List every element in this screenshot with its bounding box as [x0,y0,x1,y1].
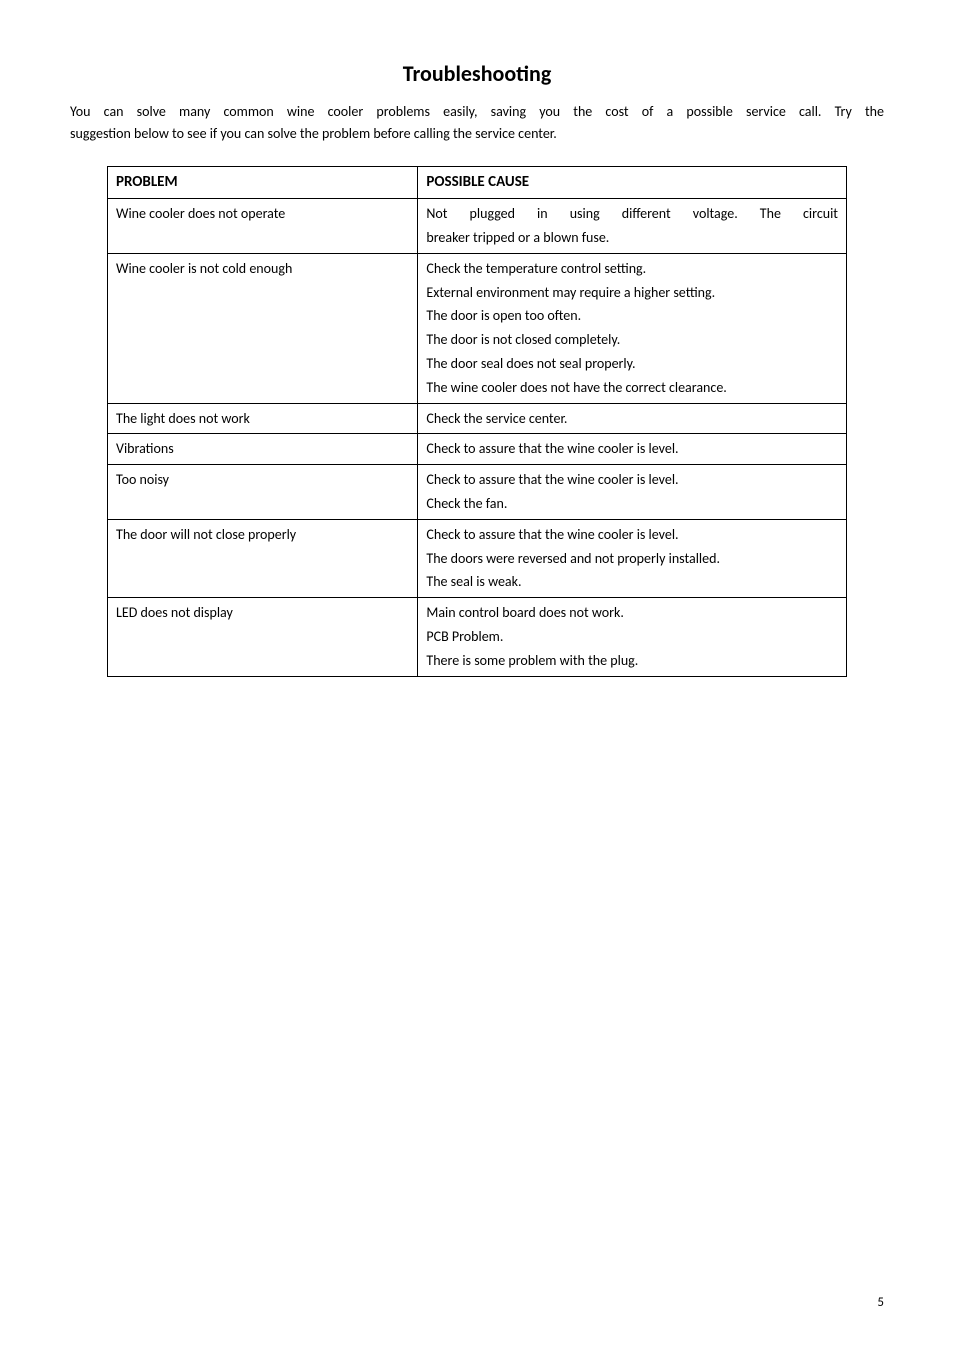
table-row: Wine cooler does not operate Not plugged … [108,199,847,254]
cause-line: Check the temperature control setting. [426,257,838,281]
cause-cell: Not plugged in using different voltage. … [418,199,847,254]
problem-cell: LED does not display [108,598,418,676]
table-header-row: PROBLEM POSSIBLE CAUSE [108,166,847,199]
cause-cell: Check to assure that the wine cooler is … [418,465,847,520]
page-number: 5 [877,1295,884,1310]
cause-line: There is some problem with the plug. [426,649,838,673]
cause-line: The doors were reversed and not properly… [426,547,838,571]
header-problem: PROBLEM [108,166,418,199]
table-row: The light does not work Check the service… [108,403,847,434]
cause-cell: Check to assure that the wine cooler is … [418,434,847,465]
table-body: Wine cooler does not operate Not plugged … [108,199,847,676]
cause-line: The door is open too often. [426,304,838,328]
page-title: Troubleshooting [70,60,884,87]
problem-cell: Vibrations [108,434,418,465]
cause-line: Main control board does not work. [426,601,838,625]
troubleshooting-table: PROBLEM POSSIBLE CAUSE Wine cooler does … [107,166,847,677]
cause-line: breaker tripped or a blown fuse. [426,226,838,250]
problem-cell: The light does not work [108,403,418,434]
cause-cell: Main control board does not work.PCB Pro… [418,598,847,676]
cause-line: Check the fan. [426,492,838,516]
cause-cell: Check the service center. [418,403,847,434]
cause-line: Check the service center. [426,407,838,431]
table-row: The door will not close properly Check to… [108,519,847,597]
cause-line: The door is not closed completely. [426,328,838,352]
cause-line: Check to assure that the wine cooler is … [426,437,838,461]
cause-line: External environment may require a highe… [426,281,838,305]
intro-line-1: You can solve many common wine cooler pr… [70,101,884,123]
cause-cell: Check to assure that the wine cooler is … [418,519,847,597]
table-row: Vibrations Check to assure that the wine … [108,434,847,465]
table-row: LED does not displayMain control board d… [108,598,847,676]
intro-paragraph: You can solve many common wine cooler pr… [70,101,884,146]
table-row: Too noisy Check to assure that the wine c… [108,465,847,520]
cause-line: The door seal does not seal properly. [426,352,838,376]
cause-line: Check to assure that the wine cooler is … [426,523,838,547]
cause-line: Check to assure that the wine cooler is … [426,468,838,492]
cause-line: PCB Problem. [426,625,838,649]
problem-cell: Wine cooler is not cold enough [108,253,418,403]
cause-line: Not plugged in using different voltage. … [426,202,838,226]
cause-cell: Check the temperature control setting.Ex… [418,253,847,403]
table-row: Wine cooler is not cold enoughCheck the … [108,253,847,403]
header-cause: POSSIBLE CAUSE [418,166,847,199]
intro-line-2: suggestion below to see if you can solve… [70,123,884,145]
cause-line: The wine cooler does not have the correc… [426,376,838,400]
problem-cell: Wine cooler does not operate [108,199,418,254]
problem-cell: The door will not close properly [108,519,418,597]
problem-cell: Too noisy [108,465,418,520]
cause-line: The seal is weak. [426,570,838,594]
